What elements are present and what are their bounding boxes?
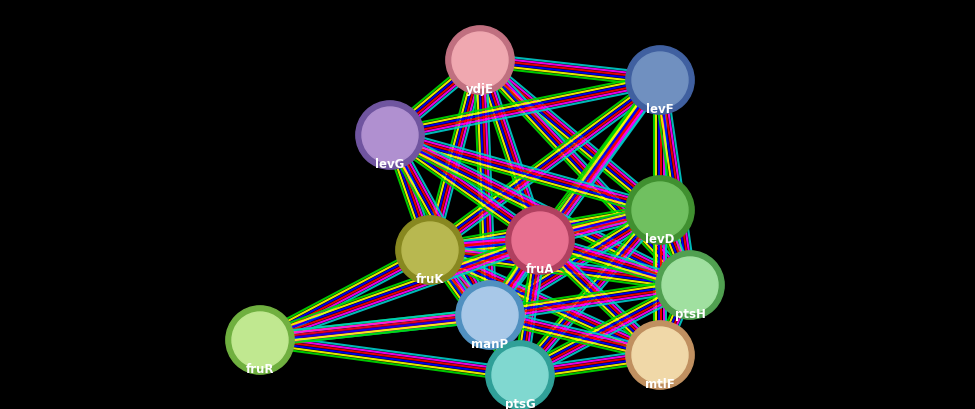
Circle shape <box>506 206 574 274</box>
Circle shape <box>446 26 514 94</box>
Text: fruK: fruK <box>415 273 445 286</box>
Circle shape <box>232 312 288 368</box>
Circle shape <box>456 281 525 349</box>
Circle shape <box>362 107 418 163</box>
Circle shape <box>632 52 688 108</box>
Circle shape <box>662 257 718 313</box>
Circle shape <box>486 341 554 409</box>
Circle shape <box>226 306 294 374</box>
Text: levD: levD <box>645 234 675 246</box>
Circle shape <box>492 347 548 403</box>
Circle shape <box>626 46 694 114</box>
Circle shape <box>452 32 508 88</box>
Circle shape <box>402 222 458 278</box>
Circle shape <box>356 101 424 169</box>
Circle shape <box>396 216 464 284</box>
Circle shape <box>656 251 724 319</box>
Text: fruA: fruA <box>526 263 554 276</box>
Text: mtlF: mtlF <box>645 378 675 391</box>
Text: manP: manP <box>472 338 509 351</box>
Text: fruR: fruR <box>246 364 274 376</box>
Circle shape <box>632 327 688 383</box>
Circle shape <box>462 287 518 343</box>
Text: ptsG: ptsG <box>505 398 535 409</box>
Circle shape <box>512 212 568 268</box>
Circle shape <box>632 182 688 238</box>
Text: levG: levG <box>375 158 405 171</box>
Text: levF: levF <box>646 103 674 117</box>
Text: ydjE: ydjE <box>466 83 494 97</box>
Text: ptsH: ptsH <box>675 308 706 321</box>
Circle shape <box>626 321 694 389</box>
Circle shape <box>626 176 694 244</box>
